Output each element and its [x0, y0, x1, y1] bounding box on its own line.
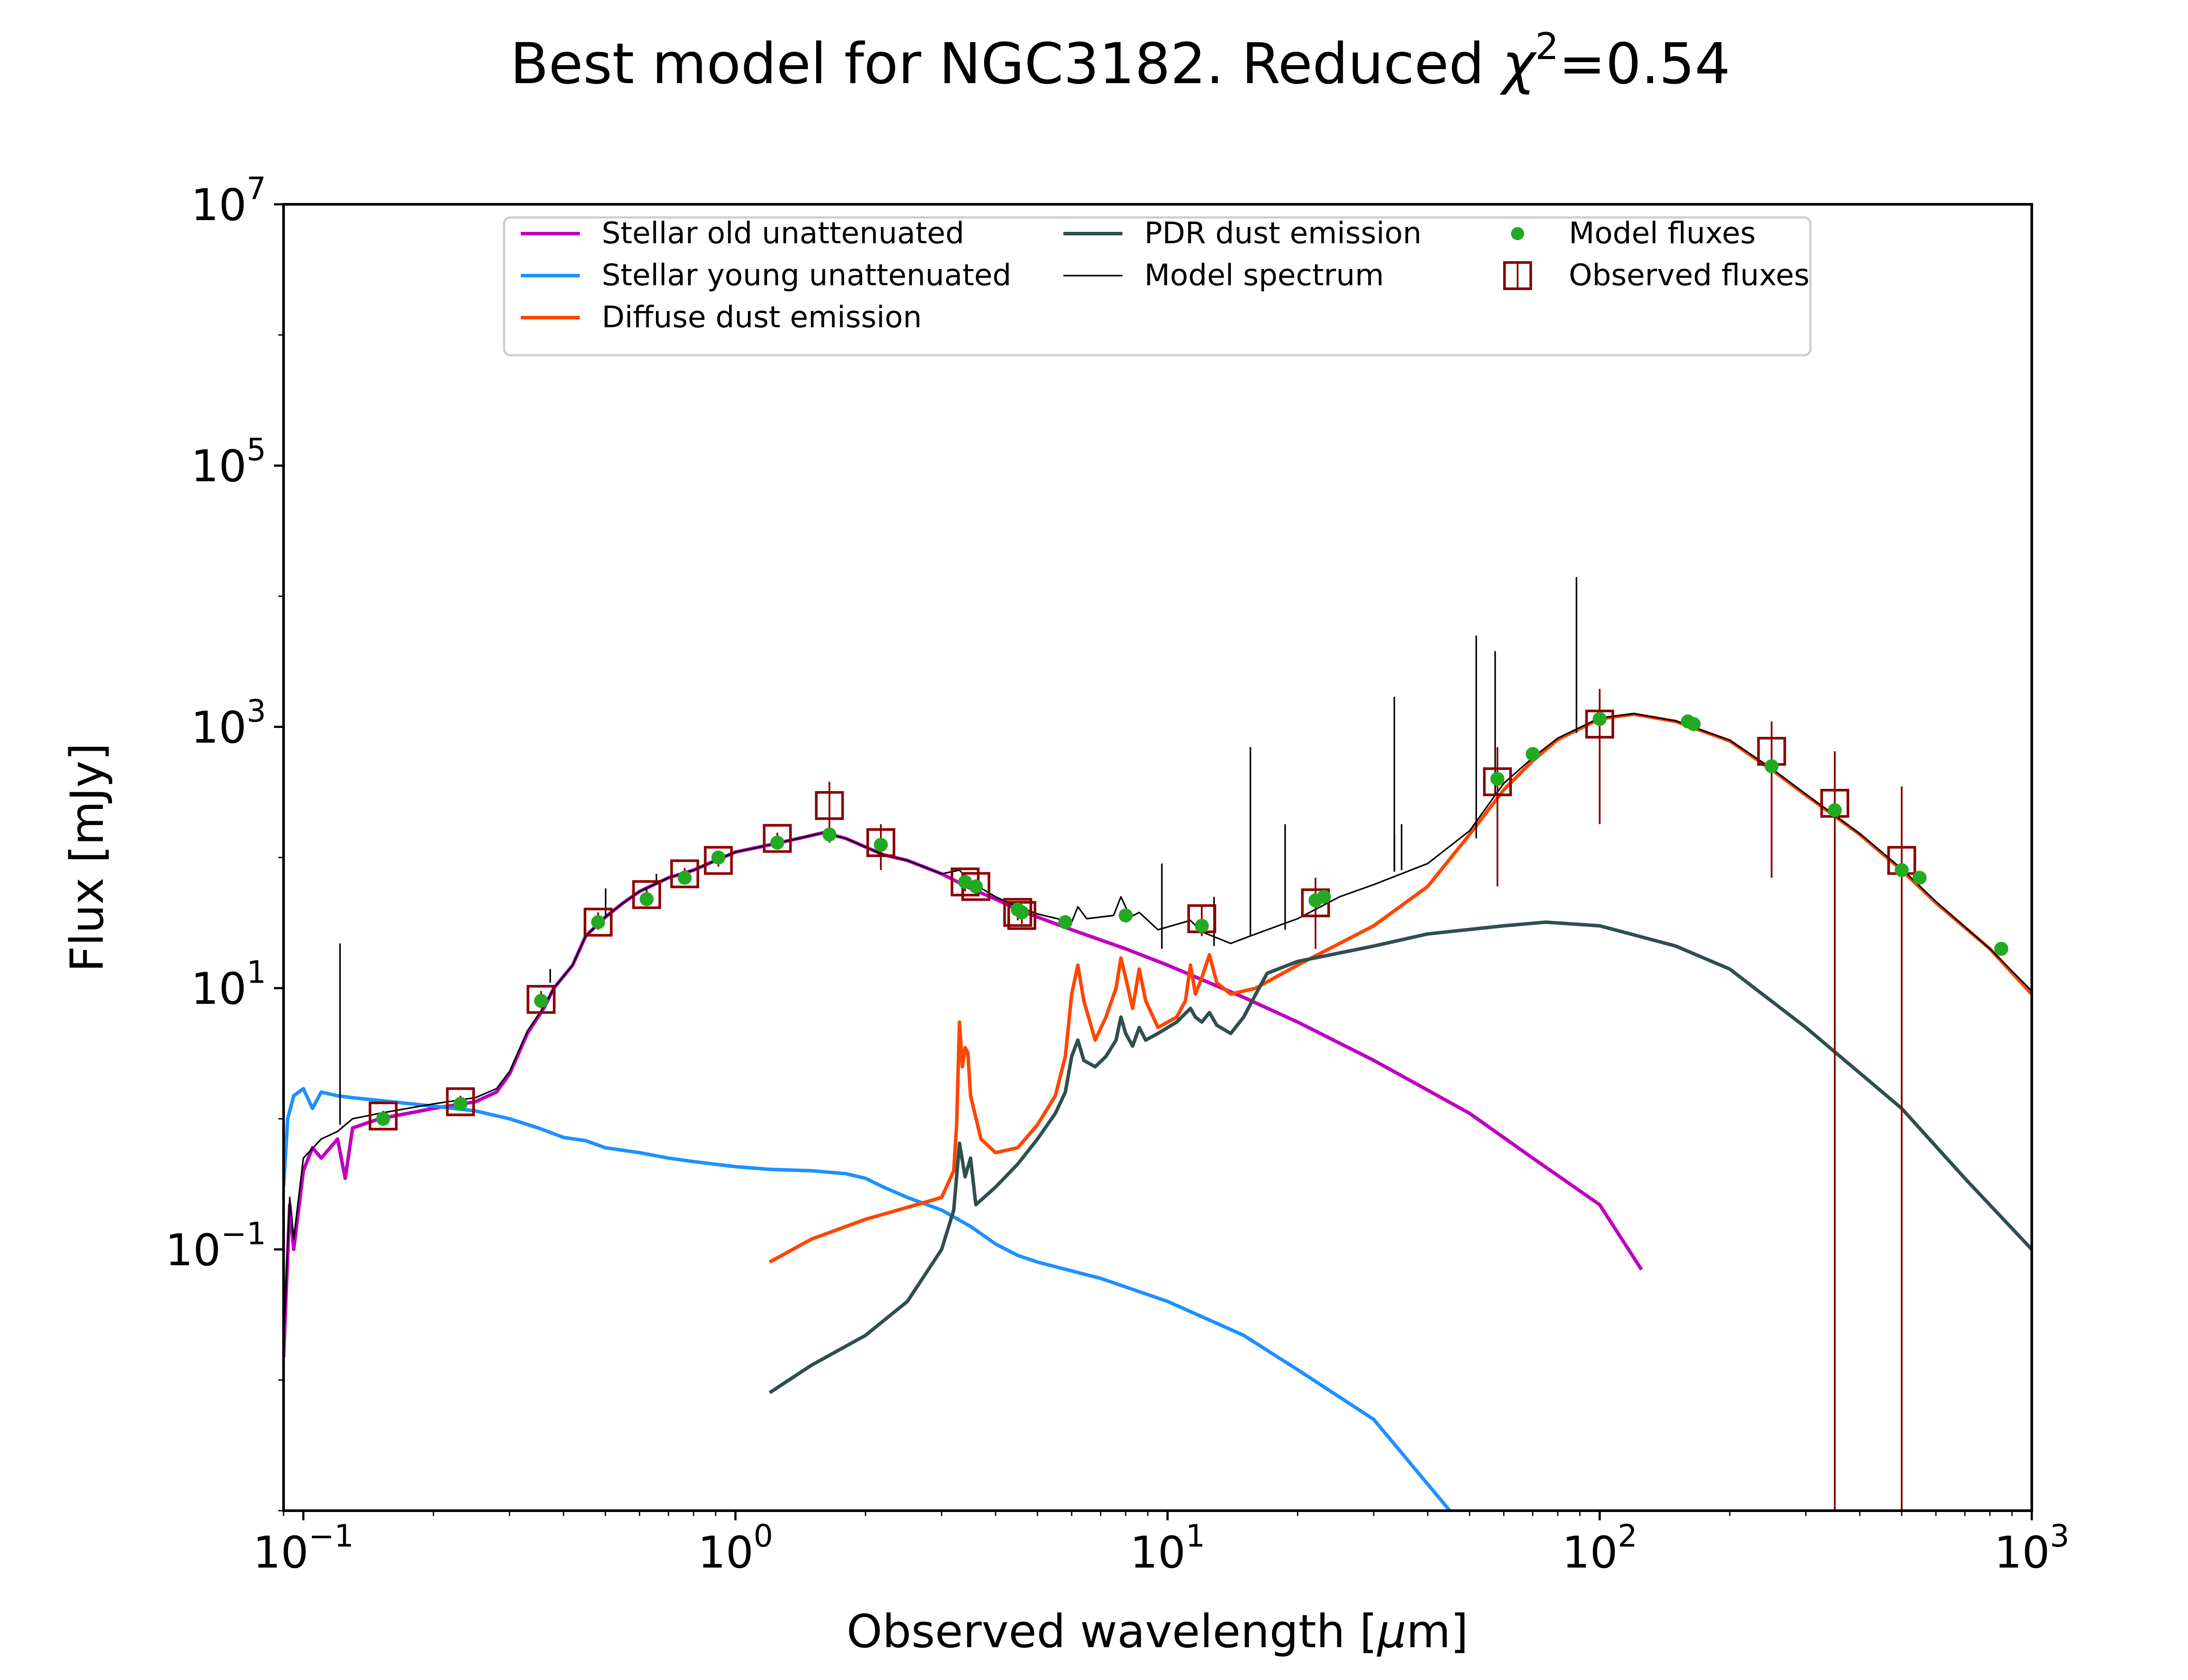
observed-flux-marker-2: [526, 985, 556, 1014]
model-flux-point-7: [770, 835, 785, 850]
legend-item-model-fluxes: Model fluxes: [1511, 216, 1756, 251]
x-tick-label: 101: [1130, 1518, 1205, 1578]
model-flux-point-25: [1827, 803, 1842, 817]
legend-item-pdr-dust-emission: PDR dust emission: [1063, 216, 1422, 251]
y-tick-label: 10−1: [165, 1216, 266, 1276]
chart-title-prefix: Best model for NGC3182. Reduced: [510, 32, 1502, 97]
model-flux-point-23: [1687, 717, 1701, 732]
y-tick-label: 107: [191, 171, 266, 231]
legend-items: Stellar old unattenuated Stellar young un…: [521, 216, 1809, 335]
observed-flux-marker-13: [1007, 901, 1037, 930]
model-flux-point-21: [1592, 712, 1607, 726]
legend-item-model-spectrum: Model spectrum: [1063, 258, 1384, 293]
chart-title-chi: χ: [1500, 32, 1537, 97]
series-line-model-spectrum: [284, 713, 2032, 1341]
x-axis: 10−1 100 101 102 103: [253, 1511, 2069, 1578]
chart-title-sup: 2: [1535, 25, 1558, 68]
observed-flux-marker-15: [1301, 888, 1330, 917]
model-flux-point-19: [1490, 772, 1504, 786]
model-flux-point-6: [711, 850, 726, 864]
legend-label: Model fluxes: [1569, 216, 1756, 251]
model-flux-point-2: [534, 994, 548, 1008]
x-tick-label: 102: [1562, 1518, 1637, 1578]
legend-label: Observed fluxes: [1569, 258, 1809, 293]
model-flux-point-11: [968, 879, 983, 894]
series-line-pdr-dust-emission: [768, 920, 2032, 1394]
model-flux-point-3: [591, 915, 605, 929]
x-tick-label: 103: [1994, 1518, 2069, 1578]
chart-title-suffix: =0.54: [1559, 32, 1730, 97]
observed-flux-marker-5: [670, 859, 699, 889]
x-tick-label: 10−1: [253, 1518, 354, 1578]
model-flux-point-16: [1195, 919, 1209, 933]
x-axis-label-mu: μ: [1376, 1605, 1406, 1658]
model-flux-point-18: [1317, 889, 1331, 904]
observed-flux-marker-8: [815, 791, 844, 820]
observed-flux-marker-9: [866, 828, 895, 857]
model-flux-point-20: [1525, 747, 1540, 761]
model-flux-point-26: [1894, 863, 1909, 877]
model-flux-point-28: [1994, 942, 2009, 956]
model-flux-point-1: [453, 1097, 468, 1111]
y-axis-label: Flux [mJy]: [60, 743, 114, 972]
model-flux-point-13: [1015, 905, 1029, 920]
y-tick-label: 103: [191, 693, 266, 753]
observed-flux-marker-0: [368, 1101, 398, 1130]
observed-flux-marker-12: [1003, 898, 1032, 927]
legend-label: Stellar young unattenuated: [602, 258, 1011, 293]
chart-title: Best model for NGC3182. Reduced χ2=0.54: [510, 25, 1730, 97]
model-flux-point-0: [376, 1112, 390, 1126]
series-line-stellar-young-unattenuated: [284, 1087, 1452, 1511]
y-axis: 10−1 101 103 105 107: [165, 171, 284, 1512]
legend-label: Stellar old unattenuated: [602, 216, 964, 251]
legend-swatch: [1511, 227, 1524, 240]
observed-flux-marker-17: [1585, 710, 1614, 739]
legend-item-observed-fluxes: Observed fluxes: [1503, 258, 1809, 293]
x-axis-label-suffix: m]: [1406, 1605, 1469, 1658]
legend-box: [503, 216, 1812, 357]
marker-layer: [368, 689, 2009, 1511]
model-flux-point-14: [1058, 915, 1073, 929]
legend-item-diffuse-dust-emission: Diffuse dust emission: [521, 300, 922, 335]
model-flux-point-27: [1912, 871, 1927, 885]
model-flux-point-9: [873, 838, 888, 852]
legend-label: PDR dust emission: [1144, 216, 1422, 251]
x-axis-label-prefix: Observed wavelength [: [847, 1605, 1378, 1658]
model-flux-point-4: [639, 892, 654, 906]
legend-item-stellar-young-unattenuated: Stellar young unattenuated: [521, 258, 1011, 293]
observed-flux-marker-1: [446, 1087, 475, 1116]
legend-item-stellar-old-unattenuated: Stellar old unattenuated: [521, 216, 964, 251]
observed-flux-marker-16: [1483, 767, 1512, 796]
model-flux-point-8: [822, 827, 837, 842]
legend-label: Model spectrum: [1144, 258, 1384, 293]
legend: Stellar old unattenuated Stellar young un…: [503, 216, 1812, 357]
observed-flux-marker-4: [632, 880, 661, 909]
model-flux-point-24: [1764, 759, 1779, 774]
observed-flux-marker-6: [704, 846, 733, 875]
observed-flux-marker-7: [763, 824, 792, 853]
y-tick-label: 101: [191, 955, 266, 1015]
x-tick-label: 100: [698, 1518, 773, 1578]
series-layer: [284, 577, 2032, 1511]
legend-label: Diffuse dust emission: [602, 300, 922, 335]
model-flux-point-5: [677, 871, 692, 885]
observed-flux-marker-3: [583, 907, 613, 937]
model-flux-point-15: [1119, 908, 1133, 923]
model-flux-point-10: [958, 875, 972, 889]
y-tick-label: 105: [191, 432, 266, 492]
x-axis-label: Observed wavelength [μm]: [847, 1605, 1469, 1658]
